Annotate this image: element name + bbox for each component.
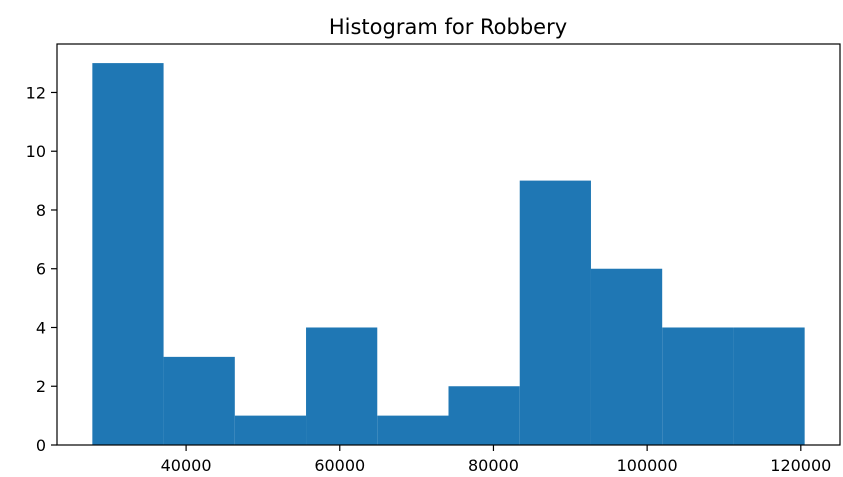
y-tick-label: 8	[36, 201, 46, 220]
x-tick-label: 80000	[468, 456, 519, 475]
y-tick-label: 2	[36, 377, 46, 396]
histogram-bar	[377, 415, 449, 445]
x-tick-label: 60000	[314, 456, 365, 475]
histogram-bar	[234, 415, 307, 445]
histogram-bar	[448, 386, 520, 445]
x-tick-label: 40000	[161, 456, 212, 475]
bars-group	[92, 63, 805, 445]
y-axis: 0 2 4 6 8 10 12	[26, 83, 57, 455]
y-tick-label: 12	[26, 83, 46, 102]
histogram-bar	[163, 356, 235, 445]
histogram-bar	[519, 180, 591, 445]
plot-frame	[56, 43, 841, 446]
x-tick-label: 120000	[770, 456, 831, 475]
x-axis: 40000 60000 80000 100000 120000	[161, 445, 831, 475]
histogram-bar	[662, 327, 734, 445]
y-tick-label: 10	[26, 142, 46, 161]
x-tick-label: 100000	[617, 456, 678, 475]
histogram-bar	[590, 268, 663, 445]
histogram-bar	[306, 327, 378, 445]
chart-title: Histogram for Robbery	[329, 15, 567, 39]
histogram-bar	[733, 327, 805, 445]
y-tick-label: 4	[36, 318, 46, 337]
y-tick-label: 6	[36, 260, 46, 279]
histogram-bar	[92, 63, 164, 445]
y-tick-label: 0	[36, 436, 46, 455]
